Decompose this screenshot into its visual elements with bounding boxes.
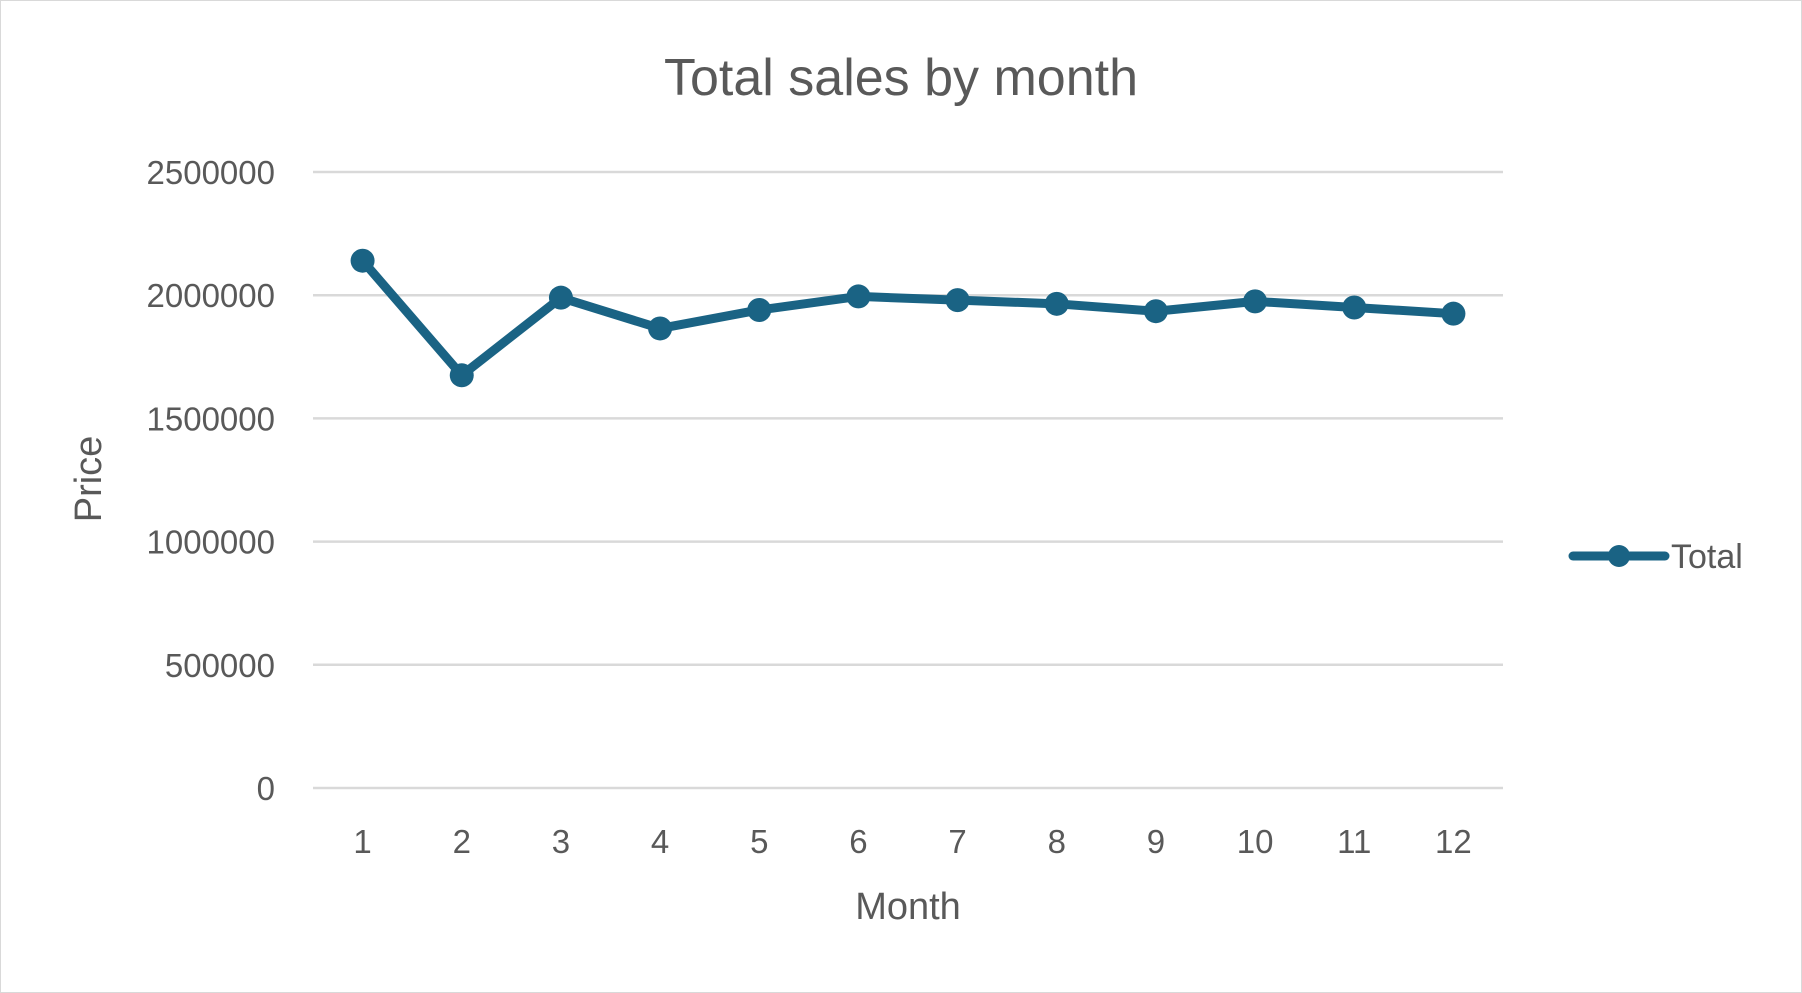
y-tick-label: 2000000 <box>147 277 275 314</box>
x-axis-title: Month <box>855 886 961 928</box>
x-tick-label: 5 <box>750 823 768 860</box>
x-tick-label: 8 <box>1048 823 1066 860</box>
data-point <box>1441 301 1466 326</box>
series-line-0 <box>358 256 1458 380</box>
data-point <box>350 248 375 273</box>
data-point <box>548 285 573 310</box>
x-tick-label: 1 <box>353 823 371 860</box>
y-tick-label: 1500000 <box>147 400 275 437</box>
x-tick-label: 3 <box>552 823 570 860</box>
x-tick-label: 4 <box>651 823 669 860</box>
legend: Total <box>1568 538 1743 576</box>
y-tick-label: 0 <box>257 770 275 807</box>
x-tick-label: 12 <box>1435 823 1472 860</box>
x-tick-label: 9 <box>1147 823 1165 860</box>
y-tick-label: 2500000 <box>147 154 275 191</box>
y-tick-label: 1000000 <box>147 524 275 561</box>
y-tick-label: 500000 <box>165 647 275 684</box>
y-axis-ticks: 0 500000 1000000 1500000 2000000 2500000 <box>147 154 275 807</box>
data-point <box>449 363 474 388</box>
gridlines <box>313 170 1503 790</box>
legend-marker-total <box>1608 545 1630 567</box>
x-tick-label: 10 <box>1237 823 1274 860</box>
y-axis-title: Price <box>68 436 110 523</box>
series-layer <box>350 248 1466 388</box>
data-point <box>1243 289 1268 314</box>
x-tick-label: 7 <box>948 823 966 860</box>
legend-label-total: Total <box>1671 538 1743 576</box>
x-tick-label: 11 <box>1337 823 1371 860</box>
x-axis-ticks: 1 2 3 4 5 6 7 8 9 10 11 12 <box>353 823 1471 860</box>
x-tick-label: 6 <box>849 823 867 860</box>
data-point <box>846 284 871 309</box>
data-point <box>1044 291 1069 316</box>
chart-title: Total sales by month <box>664 49 1138 107</box>
data-point <box>945 288 970 313</box>
data-point <box>1342 295 1367 320</box>
data-point <box>648 316 673 341</box>
data-point <box>1143 299 1168 324</box>
data-point <box>747 297 772 322</box>
x-tick-label: 2 <box>453 823 471 860</box>
